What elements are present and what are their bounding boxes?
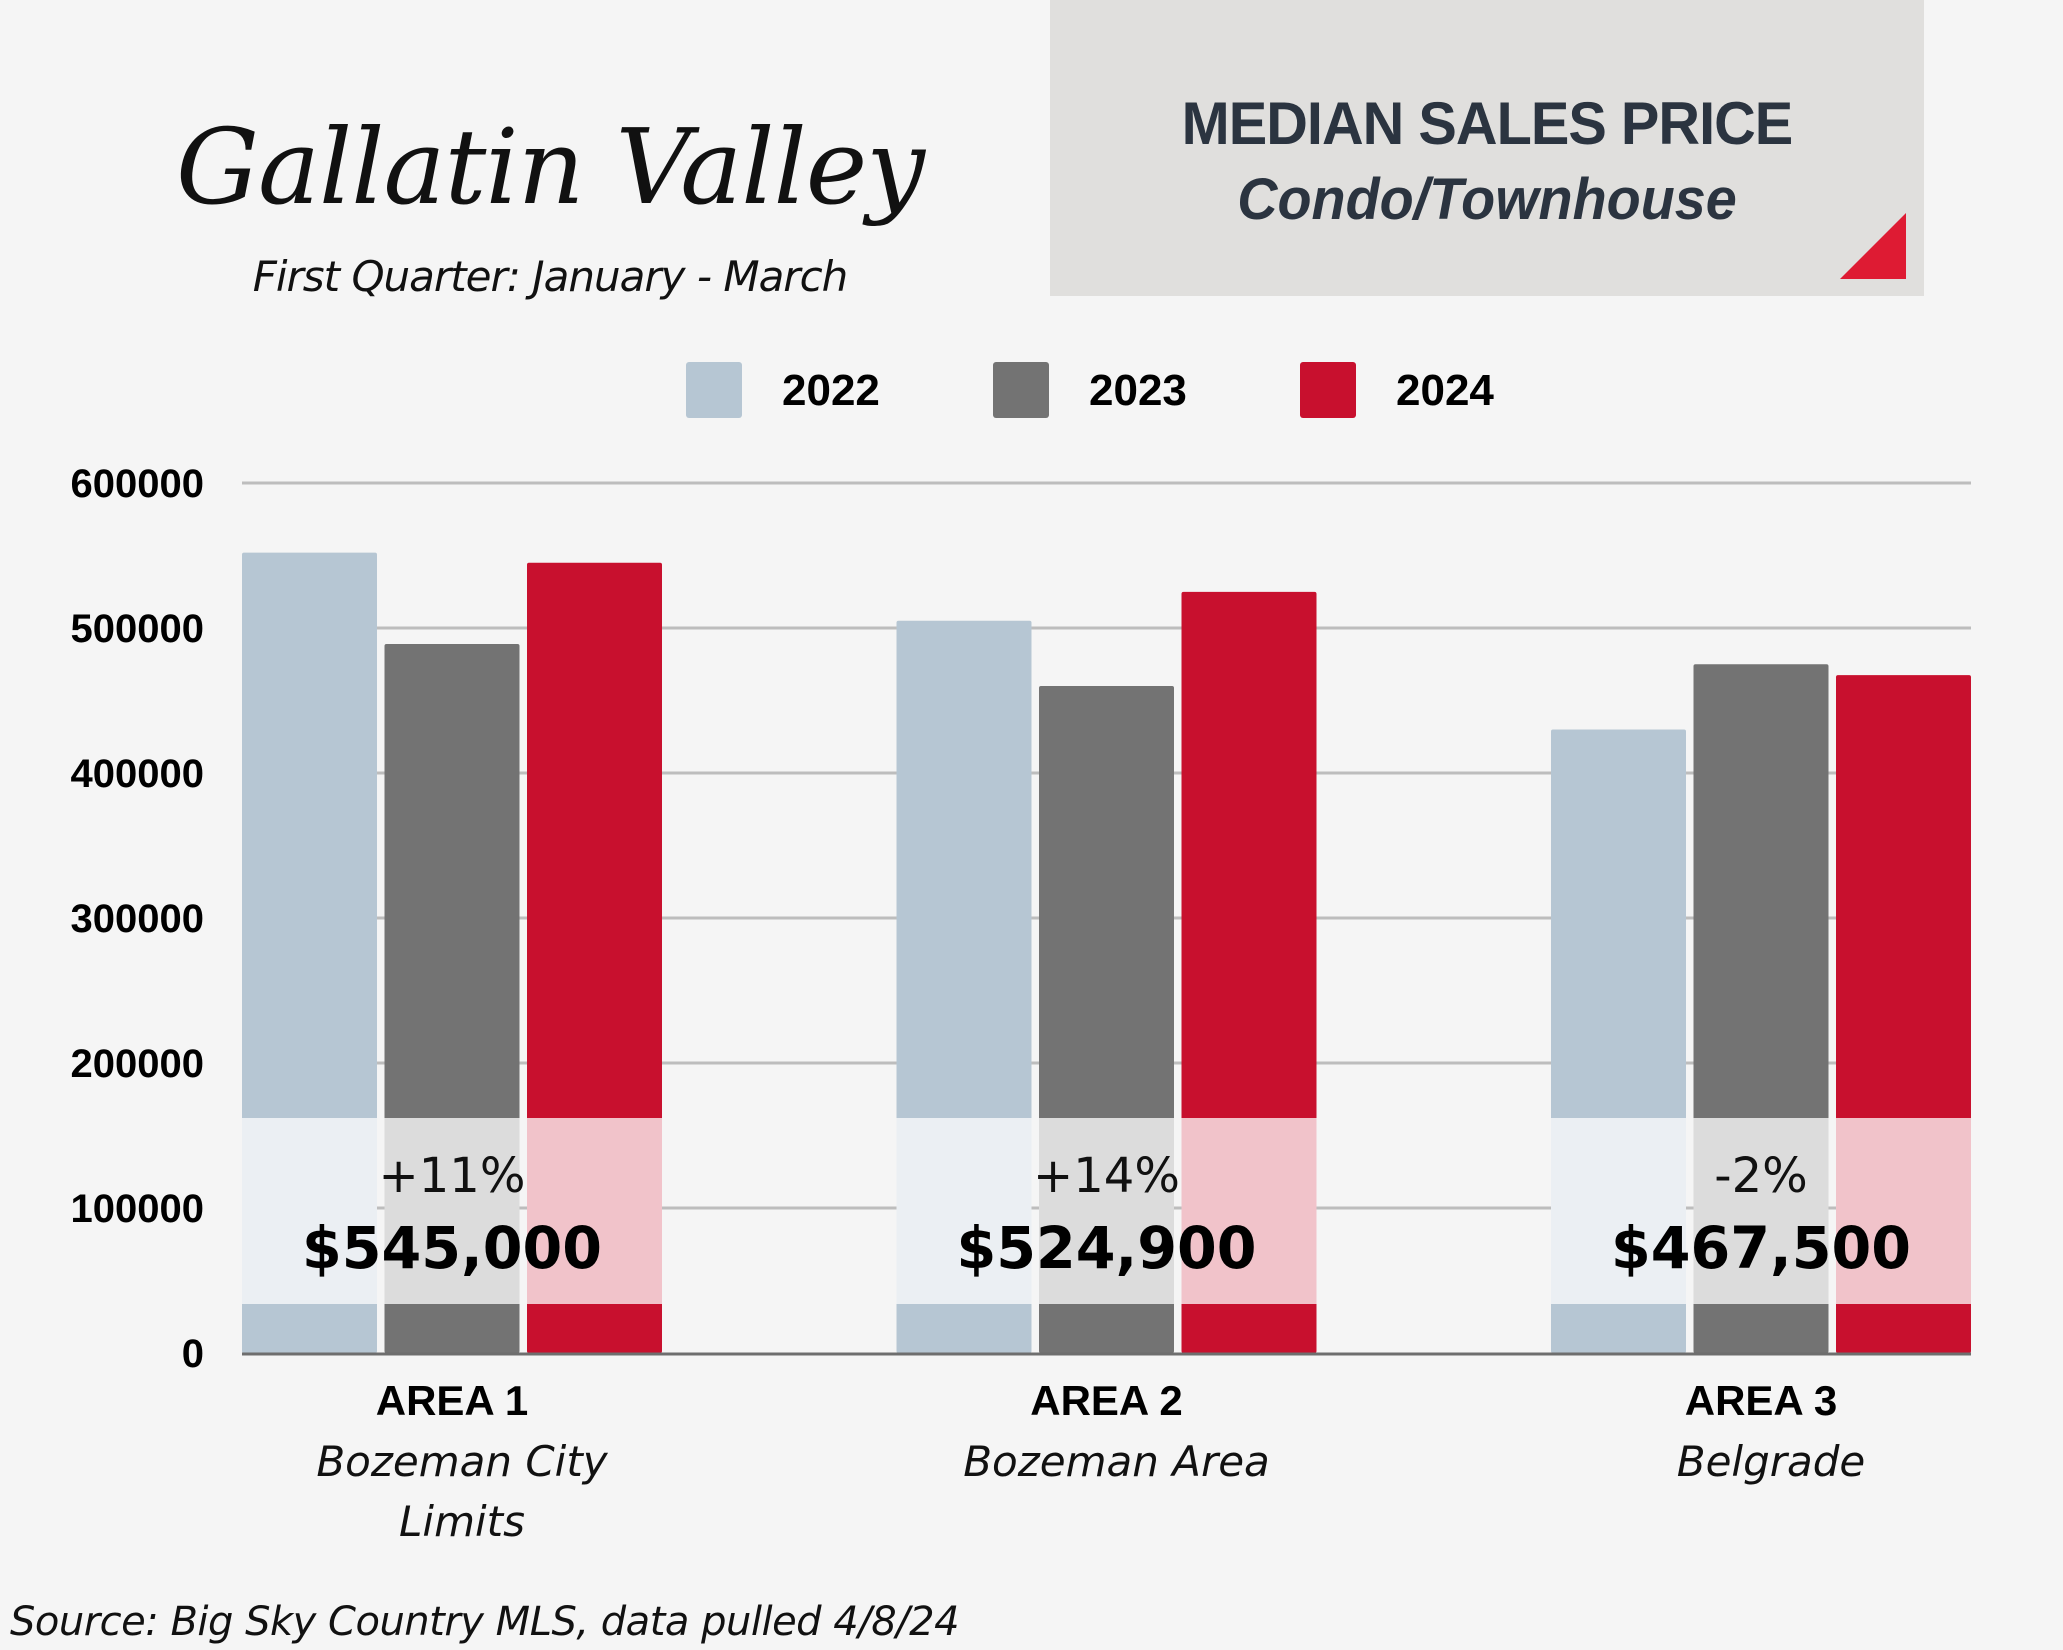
y-tick-label: 100000 <box>71 1187 204 1231</box>
header-box-subtitle: Condo/Townhouse <box>1237 167 1737 232</box>
y-tick-label: 500000 <box>71 607 204 651</box>
value-label: $524,900 <box>957 1214 1257 1282</box>
y-tick-label: 300000 <box>71 897 204 941</box>
chart-subtitle-period: First Quarter: January - March <box>252 252 849 301</box>
x-category-subtitle: Bozeman City <box>316 1437 608 1486</box>
header-box-title: MEDIAN SALES PRICE <box>1181 90 1794 157</box>
overlay-band <box>527 1118 662 1304</box>
x-category-title: AREA 3 <box>1685 1377 1837 1424</box>
y-tick-label: 600000 <box>71 462 204 506</box>
x-category-subtitle: Belgrade <box>1677 1437 1866 1486</box>
change-percent-label: +14% <box>1033 1148 1180 1204</box>
overlay-band <box>1039 1118 1174 1304</box>
legend-label-2024: 2024 <box>1396 366 1494 415</box>
y-tick-label: 200000 <box>71 1042 204 1086</box>
legend-swatch-2022 <box>686 362 742 418</box>
x-category-title: AREA 1 <box>376 1377 528 1424</box>
overlay-band <box>1551 1118 1686 1304</box>
change-percent-label: -2% <box>1714 1148 1807 1204</box>
overlay-band <box>896 1118 1032 1304</box>
legend-label-2022: 2022 <box>782 366 880 415</box>
overlay-band <box>1836 1118 1971 1304</box>
corner-triangle-icon <box>1840 213 1906 279</box>
overlay-band <box>242 1118 377 1304</box>
legend-label-2023: 2023 <box>1089 366 1187 415</box>
chart-title-script: Gallatin Valley <box>175 106 925 228</box>
x-category-subtitle: Bozeman Area <box>963 1437 1270 1486</box>
overlay-band <box>384 1118 520 1304</box>
header-box: MEDIAN SALES PRICE Condo/Townhouse <box>1050 0 1924 296</box>
x-category-subtitle: Limits <box>399 1497 525 1546</box>
overlay-band <box>1181 1118 1317 1304</box>
x-category-title: AREA 2 <box>1030 1377 1182 1424</box>
legend-swatch-2023 <box>993 362 1049 418</box>
source-note: Source: Big Sky Country MLS, data pulled… <box>10 1599 960 1645</box>
value-label: $467,500 <box>1611 1214 1911 1282</box>
legend-swatch-2024 <box>1300 362 1356 418</box>
change-percent-label: +11% <box>379 1148 526 1204</box>
y-tick-label: 0 <box>182 1332 204 1376</box>
overlay-band <box>1693 1118 1829 1304</box>
value-label: $545,000 <box>302 1214 602 1282</box>
y-tick-label: 400000 <box>71 752 204 796</box>
